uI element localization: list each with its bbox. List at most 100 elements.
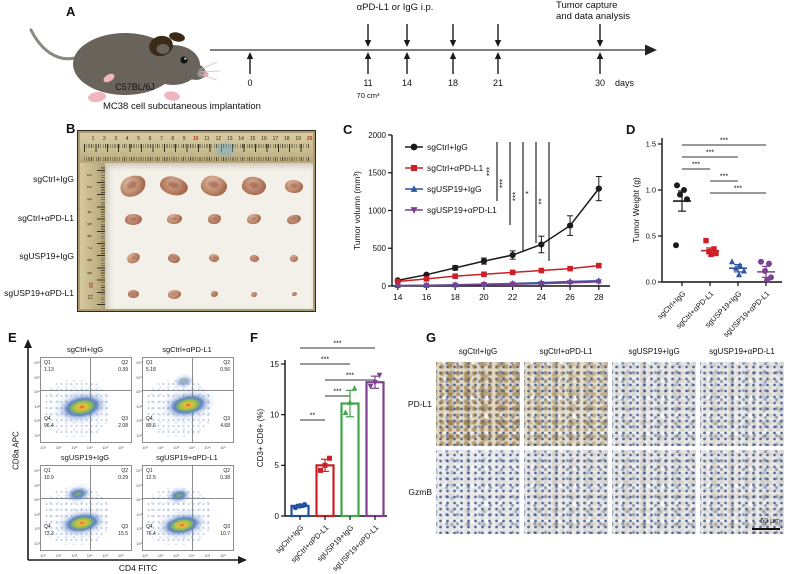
svg-text:1000: 1000: [368, 206, 386, 215]
quadrant-value: 0.56: [220, 367, 230, 374]
quadrant-name: Q1: [146, 468, 153, 474]
mouse-whiskers: [198, 61, 221, 81]
ruler-number: 12: [215, 136, 222, 142]
mouse-eye: [180, 56, 188, 64]
axis-tick-label: 10⁶: [219, 445, 227, 450]
svg-text:10: 10: [270, 410, 279, 419]
flow-cytometry-panel: CD8a APC CD4 FITC sgCtrl+IgG Q1 1.13 Q2 0.39…: [8, 332, 254, 574]
quadrant-gate-line: [143, 390, 233, 391]
quadrant-value: 0.39: [118, 367, 128, 374]
quadrant-name: Q3: [223, 416, 230, 422]
quadrant-name: Q2: [121, 468, 128, 474]
quadrant-value: 0.29: [118, 475, 128, 482]
ihc-col-label-1: sgCtrl+IgG: [458, 347, 498, 356]
flow-plot-title: sgUSP19+IgG: [60, 453, 110, 462]
ruler-number: 17: [272, 136, 279, 142]
svg-text:5: 5: [275, 461, 280, 470]
quadrant-stat-q4: Q4 89.6: [146, 416, 156, 431]
ihc-row-label-pdl1: PD-L1: [407, 399, 432, 409]
panel-e-label: E: [8, 330, 17, 345]
injection-label: αPD-L1 or IgG i.p.: [356, 2, 434, 13]
axis-tick-label: 10⁵: [204, 445, 211, 450]
ruler-number: 6: [85, 234, 92, 238]
axis-tick-label: 10⁴: [188, 445, 195, 450]
axis-tick-label: 10²: [136, 526, 142, 532]
y-axis: 0 5 10 15: [270, 360, 285, 521]
ihc-image-gzmb-sgctrl-igg: [436, 450, 520, 534]
quadrant-name: Q4: [146, 524, 153, 530]
svg-text:***: ***: [333, 389, 341, 396]
axis-tick-label: 10⁵: [204, 553, 211, 558]
ruler-number: 7: [85, 246, 92, 250]
quadrant-value: 5.18: [146, 367, 156, 374]
axis-tick-label: 10⁴: [135, 497, 142, 503]
quadrant-gate-line: [41, 498, 131, 499]
quadrant-name: Q1: [146, 360, 153, 366]
tumor-sample: [210, 290, 218, 298]
axis-tick-label: 10²: [157, 553, 164, 558]
ruler-number: 6: [148, 136, 152, 142]
svg-text:***: ***: [321, 357, 329, 364]
mouse-paw: [103, 73, 115, 83]
flow-plot: Q1 10.9 Q2 0.29 Q3 15.5 Q4 73.3 10¹ 10¹ 10² 10² 10³ 1…: [34, 465, 132, 558]
flow-plot: Q1 1.13 Q2 0.39 Q3 2.08 Q4 96.4 10¹ 10¹ 10² 10² 10³ 1…: [34, 357, 132, 450]
svg-text:14: 14: [393, 292, 403, 302]
quadrant-value: 4.68: [220, 423, 230, 430]
axis-tick-label: 10⁵: [102, 553, 109, 558]
quadrant-value: 96.4: [44, 423, 54, 430]
panel-b-label: B: [66, 121, 76, 136]
axis-tick-label: 10²: [34, 418, 40, 424]
axis-tick-label: 10⁵: [135, 374, 142, 380]
svg-text:sgUSP19+αPD-L1: sgUSP19+αPD-L1: [427, 205, 497, 215]
ruler-number: 8: [85, 259, 92, 262]
ihc-image-gzmb-sgusp19-igg: [612, 450, 696, 534]
quadrant-name: Q4: [44, 416, 51, 422]
axis-tick-label: 10⁵: [33, 482, 40, 488]
legend: sgCtrl+IgG sgCtrl+αPD-L1 sgUSP19+IgG sgUSP1…: [405, 142, 497, 215]
mouse-ear-back: [169, 32, 185, 42]
axis-tick-label: 10¹: [136, 433, 142, 438]
quadrant-stat-q3: Q3 15.5: [118, 524, 128, 539]
axis-tick-label: 10⁶: [135, 468, 142, 473]
axis-tick-label: 10³: [173, 445, 180, 450]
svg-text:1.5: 1.5: [646, 140, 656, 149]
quadrant-value: 10.7: [220, 531, 230, 538]
ruler-number: 9: [85, 271, 92, 274]
quadrant-gate-line: [192, 466, 193, 550]
ihc-col-label-2: sgCtrl+αPD-L1: [539, 347, 593, 356]
axis-tick-label: 10⁴: [135, 389, 142, 395]
quadrant-gate-line: [41, 390, 131, 391]
quadrant-value: 73.3: [44, 531, 54, 538]
ruler-number: 20: [306, 136, 313, 142]
series-sgCtrl+IgG: [394, 176, 602, 284]
axis-tick-label: 10³: [34, 403, 40, 409]
mouse-tail: [29, 28, 77, 61]
flow-plot-title: sgCtrl+IgG: [66, 345, 104, 354]
svg-text:20: 20: [479, 292, 489, 302]
quadrant-stat-q3: Q3 2.08: [118, 416, 128, 431]
quadrant-stat-q2: Q2 0.29: [118, 468, 128, 483]
quadrant-stat-q3: Q3 10.7: [220, 524, 230, 539]
panel-d-label: D: [626, 122, 636, 137]
ruler-number: 5: [85, 222, 92, 226]
mouse-strain-label: C57BL/6J: [115, 82, 155, 92]
axis-tick-label: 10³: [173, 553, 180, 558]
svg-text:1500: 1500: [368, 169, 386, 178]
quadrant-name: Q3: [121, 524, 128, 530]
svg-text:0.0: 0.0: [646, 278, 656, 287]
series-sgUSP19+αPD-L1: [394, 279, 602, 290]
svg-text:***: ***: [512, 192, 521, 201]
quadrant-stat-q4: Q4 73.3: [44, 524, 54, 539]
svg-text:CD3+ CD8+ (%): CD3+ CD8+ (%): [256, 409, 265, 468]
ihc-col-label-4: sgUSP19+αPD-L1: [709, 347, 775, 356]
group-sgCtrl+IgG: sgCtrl+IgG: [656, 182, 691, 321]
svg-text:24: 24: [537, 292, 547, 302]
svg-text:***: ***: [333, 341, 341, 348]
svg-text:***: ***: [720, 138, 728, 145]
quadrant-name: Q4: [146, 416, 153, 422]
quadrant-gate-line: [90, 466, 91, 550]
flow-plot-title: sgCtrl+αPD-L1: [162, 345, 212, 354]
quadrant-stat-q2: Q2 0.56: [220, 360, 230, 375]
quadrant-name: Q1: [44, 468, 51, 474]
ruler-number: 16: [261, 136, 267, 142]
